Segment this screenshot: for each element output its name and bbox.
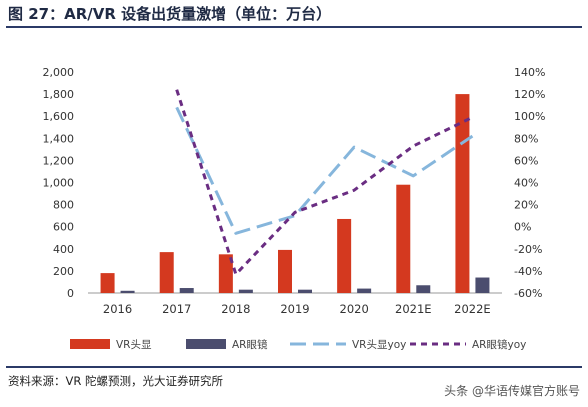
- x-tick-label: 2017: [162, 302, 191, 316]
- legend-item: VR头显yoy: [290, 339, 406, 351]
- bar-vr-headset: [159, 252, 174, 293]
- bar-ar-glasses: [179, 288, 194, 293]
- bar-vr-headset: [100, 273, 115, 293]
- left-tick-label: 1,400: [43, 132, 75, 145]
- source-note: 资料来源：VR 陀螺预测，光大证券研究所: [8, 374, 224, 388]
- bar-ar-glasses: [416, 285, 431, 293]
- legend-label: VR头显yoy: [352, 339, 406, 351]
- x-tick-label: 2021E: [395, 302, 432, 316]
- right-axis: -60% -40% -20% 0% 20% 40% 60% 80% 100% 120% 140%: [514, 66, 545, 300]
- left-tick-label: 0: [67, 287, 74, 300]
- right-tick-label: 140%: [514, 66, 545, 79]
- legend-swatch: [70, 339, 110, 349]
- legend-swatch: [186, 339, 226, 349]
- source-rule: [6, 366, 582, 368]
- right-tick-label: 60%: [514, 154, 538, 167]
- legend-item: AR眼镜yoy: [410, 338, 526, 351]
- bar-series: [100, 94, 490, 293]
- right-tick-label: 100%: [514, 110, 545, 123]
- bar-vr-headset: [278, 249, 292, 293]
- legend-label: VR头显: [116, 339, 152, 351]
- left-tick-label: 1,600: [43, 110, 75, 123]
- legend-label: AR眼镜: [232, 338, 268, 351]
- bar-vr-headset: [396, 184, 411, 293]
- line-vr-yoy: [175, 106, 474, 235]
- x-tick-label: 2018: [221, 302, 250, 316]
- chart-title: 图 27：AR/VR 设备出货量激增（单位：万台）: [8, 5, 332, 23]
- line-ar-yoy: [175, 89, 474, 276]
- bar-vr-headset: [455, 94, 470, 293]
- x-axis: 2016 2017 2018 2019 2020 2021E 2022E: [88, 292, 502, 316]
- right-tick-label: -40%: [514, 265, 542, 278]
- chart-plot: 0 200 400 600 800 1,000 1,200 1,400 1,600 1,800 2,…: [43, 66, 546, 351]
- title-rule: [6, 26, 582, 28]
- left-tick-label: 600: [53, 221, 74, 234]
- left-tick-label: 2,000: [43, 66, 75, 79]
- x-tick-label: 2020: [340, 302, 369, 316]
- bar-ar-glasses: [357, 288, 372, 293]
- right-tick-label: 120%: [514, 88, 545, 101]
- legend-label: AR眼镜yoy: [472, 338, 526, 351]
- x-tick-label: 2016: [103, 302, 132, 316]
- right-tick-label: 20%: [514, 199, 538, 212]
- right-tick-label: 80%: [514, 132, 538, 145]
- left-tick-label: 1,200: [43, 154, 75, 167]
- left-tick-label: 1,000: [43, 177, 75, 190]
- right-tick-label: -20%: [514, 243, 542, 256]
- right-tick-label: 40%: [514, 177, 538, 190]
- legend-item: AR眼镜: [186, 338, 268, 351]
- x-tick-label: 2019: [280, 302, 309, 316]
- right-tick-label: -60%: [514, 287, 542, 300]
- left-tick-label: 400: [53, 243, 74, 256]
- right-tick-label: 0%: [514, 221, 531, 234]
- legend-item: VR头显: [70, 339, 152, 351]
- left-axis: 0 200 400 600 800 1,000 1,200 1,400 1,600 1,800 2,…: [43, 66, 75, 300]
- watermark: 头条 @华语传媒官方账号: [444, 384, 580, 398]
- bar-vr-headset: [218, 254, 233, 293]
- line-series: [175, 89, 474, 276]
- bar-ar-glasses: [298, 289, 312, 293]
- left-tick-label: 1,800: [43, 88, 75, 101]
- bar-ar-glasses: [120, 290, 135, 293]
- bar-vr-headset: [337, 218, 352, 293]
- bar-ar-glasses: [475, 277, 490, 293]
- legend: VR头显 AR眼镜 VR头显yoy AR眼镜yoy: [70, 338, 526, 351]
- left-tick-label: 200: [53, 265, 74, 278]
- left-tick-label: 800: [53, 199, 74, 212]
- x-tick-label: 2022E: [454, 302, 491, 316]
- bar-ar-glasses: [238, 289, 253, 293]
